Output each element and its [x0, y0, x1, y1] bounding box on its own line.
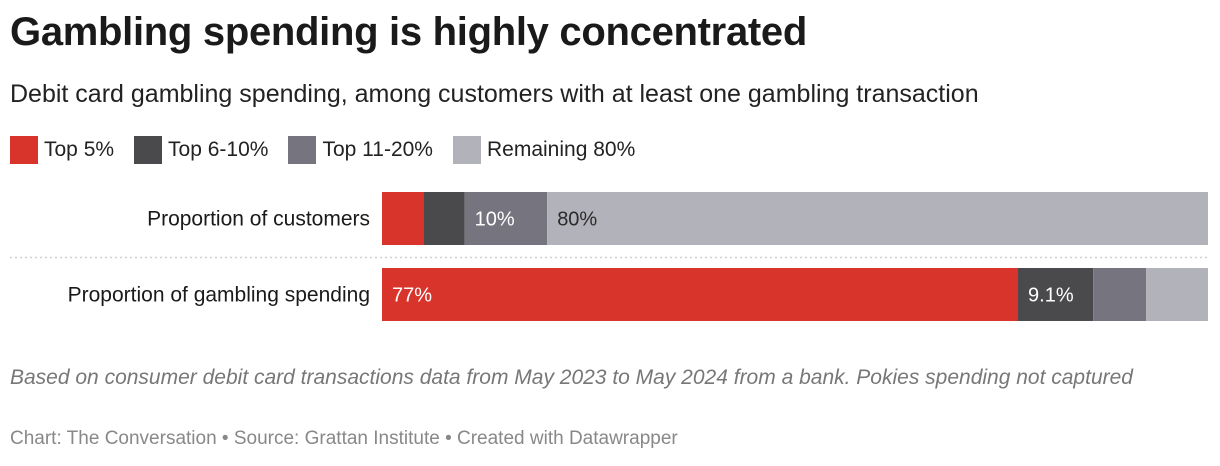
data-label-remaining-80-row-1: 80% [557, 209, 597, 231]
bar-segment-top-11-20-row-1 [464, 192, 548, 245]
legend-item-remaining-80: Remaining 80% [452, 136, 636, 164]
data-label-top-11-20-row-1: 10% [475, 209, 515, 231]
category-label-proportion-of-gambling-spending: Proportion of gambling spending [68, 284, 370, 307]
legend-swatch-top-11-20 [288, 136, 317, 164]
bar-segment-remaining-80-row-1 [547, 192, 1208, 245]
bar-segment-top-5-row-1 [382, 192, 424, 245]
legend-item-top-6-10: Top 6-10% [134, 136, 268, 164]
data-label-top-5-row-2: 77% [392, 285, 432, 307]
category-label-proportion-of-customers: Proportion of customers [147, 208, 370, 231]
chart-legend: Top 5% Top 6-10% Top 11-20% Remaining 80… [10, 136, 655, 164]
chart-subtitle: Debit card gambling spending, among cust… [10, 80, 979, 108]
legend-swatch-remaining-80 [452, 136, 481, 164]
legend-label-top-5: Top 5% [44, 138, 115, 161]
bar-segment-top-11-20-row-2 [1093, 268, 1147, 321]
bar-segment-top-5-row-2 [382, 268, 1019, 321]
legend-swatch-top-5 [10, 136, 38, 164]
bar-segment-top-6-10-row-1 [423, 192, 465, 245]
legend-item-top-11-20: Top 11-20% [288, 136, 433, 164]
bar-segment-top-6-10-row-2 [1018, 268, 1094, 321]
legend-swatch-top-6-10 [134, 136, 163, 164]
data-label-top-6-10-row-2: 9.1% [1028, 285, 1074, 307]
legend-label-remaining-80: Remaining 80% [486, 138, 636, 161]
chart-notes: Based on consumer debit card transaction… [10, 366, 1133, 389]
bar-segment-remaining-80-row-2 [1146, 268, 1208, 321]
chart-footer: Chart: The Conversation • Source: Gratta… [10, 428, 678, 449]
legend-label-top-11-20: Top 11-20% [322, 138, 433, 161]
stacked-bar-chart: Proportion of customers 10% 80% Proportion … [10, 192, 1208, 321]
legend-item-top-5: Top 5% [10, 136, 114, 164]
legend-label-top-6-10: Top 6-10% [168, 138, 269, 161]
chart-title: Gambling spending is highly concentrated [10, 10, 807, 54]
